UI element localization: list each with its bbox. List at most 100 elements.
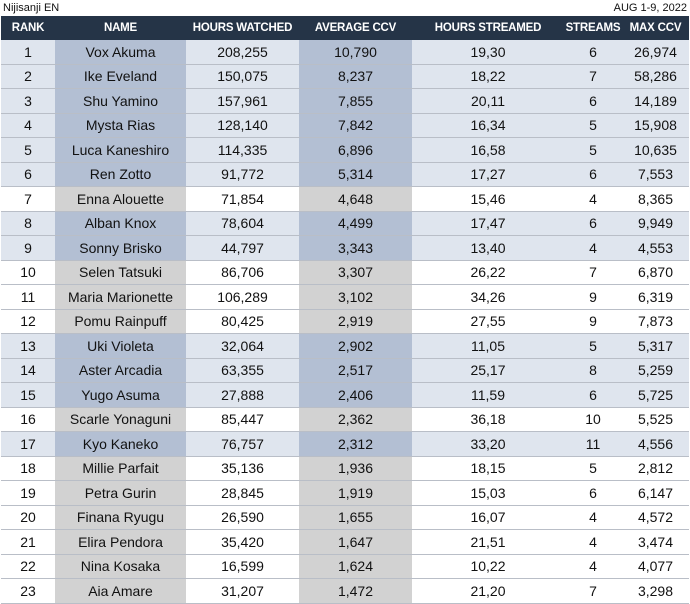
cell-name: Nina Kosaka bbox=[55, 554, 186, 579]
cell-rank: 8 bbox=[1, 211, 55, 236]
cell-name: Vox Akuma bbox=[55, 40, 186, 65]
column-header-hours-streamed: HOURS STREAMED bbox=[412, 16, 564, 40]
cell-max-ccv: 6,319 bbox=[622, 284, 689, 310]
cell-max-ccv: 3,474 bbox=[622, 529, 689, 555]
cell-hours-watched: 28,845 bbox=[186, 480, 299, 506]
cell-streams: 7 bbox=[564, 260, 622, 285]
cell-hours-streamed: 17,27 bbox=[412, 162, 564, 187]
table-row: 17 Kyo Kaneko 76,757 2,312 33,20 11 4,556 bbox=[1, 431, 689, 457]
cell-name: Pomu Rainpuff bbox=[55, 309, 186, 334]
table-row: 11 Maria Marionette 106,289 3,102 34,26 9 6,31… bbox=[1, 284, 689, 310]
cell-hours-streamed: 21,20 bbox=[412, 578, 564, 604]
cell-hours-watched: 86,706 bbox=[186, 260, 299, 285]
cell-max-ccv: 5,259 bbox=[622, 358, 689, 383]
cell-rank: 13 bbox=[1, 333, 55, 359]
cell-rank: 6 bbox=[1, 162, 55, 187]
cell-name: Mysta Rias bbox=[55, 113, 186, 138]
cell-average-ccv: 1,936 bbox=[299, 456, 412, 481]
cell-hours-streamed: 11,05 bbox=[412, 333, 564, 359]
cell-rank: 7 bbox=[1, 186, 55, 212]
cell-rank: 5 bbox=[1, 137, 55, 163]
cell-average-ccv: 1,624 bbox=[299, 554, 412, 579]
cell-hours-watched: 26,590 bbox=[186, 505, 299, 530]
cell-rank: 10 bbox=[1, 260, 55, 285]
cell-name: Luca Kaneshiro bbox=[55, 137, 186, 163]
cell-hours-watched: 208,255 bbox=[186, 40, 299, 65]
date-range: AUG 1-9, 2022 bbox=[613, 2, 687, 14]
table-row: 23 Aia Amare 31,207 1,472 21,20 7 3,298 bbox=[1, 578, 689, 604]
cell-streams: 6 bbox=[564, 162, 622, 187]
cell-max-ccv: 7,873 bbox=[622, 309, 689, 334]
cell-streams: 4 bbox=[564, 529, 622, 555]
cell-hours-watched: 80,425 bbox=[186, 309, 299, 334]
cell-streams: 4 bbox=[564, 554, 622, 579]
cell-streams: 6 bbox=[564, 40, 622, 65]
cell-max-ccv: 6,870 bbox=[622, 260, 689, 285]
table-row: 4 Mysta Rias 128,140 7,842 16,34 5 15,908 bbox=[1, 113, 689, 138]
cell-name: Enna Alouette bbox=[55, 186, 186, 212]
cell-rank: 1 bbox=[1, 40, 55, 65]
cell-average-ccv: 6,896 bbox=[299, 137, 412, 163]
cell-max-ccv: 15,908 bbox=[622, 113, 689, 138]
cell-hours-watched: 128,140 bbox=[186, 113, 299, 138]
cell-rank: 4 bbox=[1, 113, 55, 138]
cell-rank: 17 bbox=[1, 431, 55, 457]
cell-hours-streamed: 17,47 bbox=[412, 211, 564, 236]
cell-name: Kyo Kaneko bbox=[55, 431, 186, 457]
table-row: 18 Millie Parfait 35,136 1,936 18,15 5 2,812 bbox=[1, 456, 689, 481]
cell-max-ccv: 8,365 bbox=[622, 186, 689, 212]
cell-average-ccv: 1,647 bbox=[299, 529, 412, 555]
cell-rank: 16 bbox=[1, 407, 55, 432]
cell-max-ccv: 14,189 bbox=[622, 88, 689, 114]
cell-hours-streamed: 16,34 bbox=[412, 113, 564, 138]
cell-rank: 9 bbox=[1, 235, 55, 261]
cell-streams: 5 bbox=[564, 113, 622, 138]
cell-average-ccv: 3,307 bbox=[299, 260, 412, 285]
cell-average-ccv: 3,102 bbox=[299, 284, 412, 310]
cell-name: Petra Gurin bbox=[55, 480, 186, 506]
cell-hours-streamed: 33,20 bbox=[412, 431, 564, 457]
cell-streams: 6 bbox=[564, 88, 622, 114]
cell-hours-streamed: 18,22 bbox=[412, 64, 564, 89]
cell-hours-streamed: 15,46 bbox=[412, 186, 564, 212]
cell-average-ccv: 4,499 bbox=[299, 211, 412, 236]
cell-max-ccv: 2,812 bbox=[622, 456, 689, 481]
cell-average-ccv: 4,648 bbox=[299, 186, 412, 212]
cell-max-ccv: 7,553 bbox=[622, 162, 689, 187]
cell-rank: 2 bbox=[1, 64, 55, 89]
page-title: Nijisanji EN bbox=[3, 2, 60, 14]
cell-hours-watched: 106,289 bbox=[186, 284, 299, 310]
table-row: 15 Yugo Asuma 27,888 2,406 11,59 6 5,725 bbox=[1, 382, 689, 408]
table-row: 8 Alban Knox 78,604 4,499 17,47 6 9,949 bbox=[1, 211, 689, 236]
cell-name: Ike Eveland bbox=[55, 64, 186, 89]
cell-rank: 11 bbox=[1, 284, 55, 310]
cell-streams: 4 bbox=[564, 235, 622, 261]
table-row: 1 Vox Akuma 208,255 10,790 19,30 6 26,974 bbox=[1, 40, 689, 65]
cell-streams: 5 bbox=[564, 456, 622, 481]
cell-max-ccv: 4,553 bbox=[622, 235, 689, 261]
cell-rank: 15 bbox=[1, 382, 55, 408]
cell-max-ccv: 5,317 bbox=[622, 333, 689, 359]
cell-rank: 20 bbox=[1, 505, 55, 530]
cell-rank: 22 bbox=[1, 554, 55, 579]
cell-name: Selen Tatsuki bbox=[55, 260, 186, 285]
cell-name: Aia Amare bbox=[55, 578, 186, 604]
table-row: 6 Ren Zotto 91,772 5,314 17,27 6 7,553 bbox=[1, 162, 689, 187]
cell-average-ccv: 2,406 bbox=[299, 382, 412, 408]
cell-average-ccv: 7,855 bbox=[299, 88, 412, 114]
cell-rank: 3 bbox=[1, 88, 55, 114]
cell-max-ccv: 9,949 bbox=[622, 211, 689, 236]
table-row: 5 Luca Kaneshiro 114,335 6,896 16,58 5 10,635 bbox=[1, 137, 689, 163]
cell-name: Millie Parfait bbox=[55, 456, 186, 481]
cell-rank: 23 bbox=[1, 578, 55, 604]
cell-streams: 5 bbox=[564, 333, 622, 359]
column-header-streams: STREAMS bbox=[564, 16, 622, 40]
table-row: 12 Pomu Rainpuff 80,425 2,919 27,55 9 7,873 bbox=[1, 309, 689, 334]
cell-average-ccv: 8,237 bbox=[299, 64, 412, 89]
table-row: 22 Nina Kosaka 16,599 1,624 10,22 4 4,077 bbox=[1, 554, 689, 579]
cell-name: Aster Arcadia bbox=[55, 358, 186, 383]
cell-name: Maria Marionette bbox=[55, 284, 186, 310]
cell-streams: 9 bbox=[564, 284, 622, 310]
cell-streams: 11 bbox=[564, 431, 622, 457]
cell-max-ccv: 3,298 bbox=[622, 578, 689, 604]
